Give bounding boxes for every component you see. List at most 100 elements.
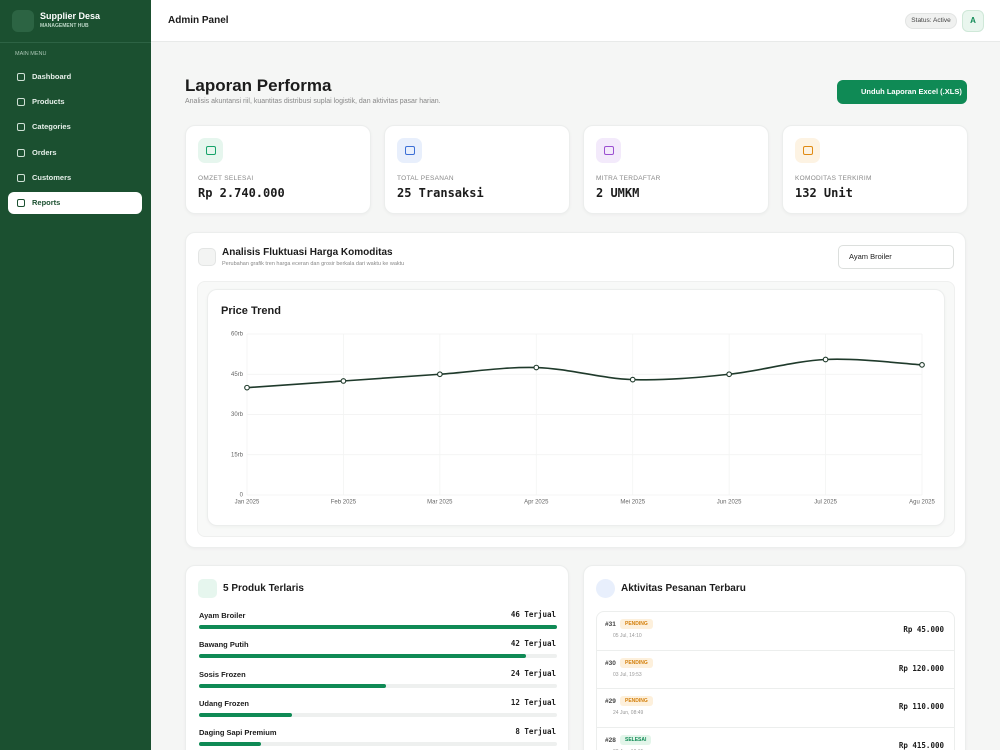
product-name: Daging Sapi Premium — [199, 728, 277, 738]
menu-icon — [17, 148, 25, 157]
y-tick-label: 0 — [240, 493, 244, 499]
menu-item[interactable]: Products — [8, 91, 142, 113]
stat-label: KOMODITAS TERKIRIM — [795, 175, 872, 182]
stat-value: Rp 2.740.000 — [198, 186, 285, 200]
x-tick-label: Mei 2025 — [620, 500, 645, 506]
stat-value: 25 Transaksi — [397, 186, 484, 200]
orders-card: Aktivitas Pesanan Terbaru #31 PENDING 05 J… — [583, 565, 966, 750]
menu-item[interactable]: Reports — [8, 192, 142, 214]
order-amount: Rp 110.000 — [898, 702, 944, 711]
menu-label: Customers — [32, 172, 72, 182]
x-tick-label: Jul 2025 — [814, 500, 837, 506]
progress-bar — [199, 712, 293, 717]
order-id: #31 — [605, 621, 616, 628]
order-date: 24 Jun, 08:49 — [613, 710, 644, 716]
data-point — [244, 384, 250, 391]
price-section: Analisis Fluktuasi Harga Komoditas Perub… — [185, 232, 966, 548]
progress-bar — [199, 654, 526, 659]
price-line — [246, 358, 923, 389]
order-id: #28 — [605, 736, 616, 744]
chart-card: Price Trend 0 15rb 30rb 45rb 60rb Jan 2025 Feb… — [207, 289, 945, 526]
menu-icon — [17, 173, 25, 182]
product-sold: 42 Terjual — [510, 639, 556, 649]
product-name: Bawang Putih — [199, 640, 249, 650]
stat-card: TOTAL PESANAN 25 Transaksi — [384, 125, 570, 214]
data-point — [919, 362, 925, 368]
section-subtitle: Perubahan grafik tren harga eceran dan g… — [222, 261, 405, 267]
order-status: PENDING — [620, 696, 653, 706]
page-title: Laporan Performa — [185, 76, 332, 95]
menu-label: Categories — [32, 122, 71, 132]
menu-item[interactable]: Customers — [8, 167, 142, 189]
product-sold: 12 Terjual — [510, 697, 556, 707]
header: Admin Panel Status: Active A — [151, 0, 1000, 42]
x-tick-label: Mar 2025 — [427, 500, 453, 506]
menu-item[interactable]: Dashboard — [8, 66, 142, 88]
menu-icon — [17, 73, 25, 81]
progress-track — [199, 654, 557, 659]
order-id: #30 — [605, 659, 616, 667]
brand: Supplier Desa — [40, 11, 101, 21]
x-tick-label: Feb 2025 — [331, 500, 357, 506]
data-point — [822, 356, 829, 363]
chart: 0 15rb 30rb 45rb 60rb Jan 2025 Feb 2025 Mar 202… — [231, 332, 936, 506]
data-point — [340, 378, 347, 384]
progress-track — [199, 742, 557, 747]
stat-card: OMZET SELESAI Rp 2.740.000 — [185, 125, 371, 214]
menu-label: Products — [32, 97, 65, 107]
stat-icon-glyph — [604, 146, 614, 155]
menu-label: Dashboard — [32, 72, 72, 81]
product-name: Ayam Broiler — [199, 611, 246, 620]
x-tick-label: Jan 2025 — [235, 500, 260, 506]
stat-icon — [397, 138, 422, 163]
stat-label: TOTAL PESANAN — [397, 175, 454, 182]
y-tick-label: 60rb — [231, 332, 244, 338]
menu-item[interactable]: Orders — [8, 142, 142, 164]
order-date: 05 Jul, 14:10 — [613, 633, 642, 639]
menu-item[interactable]: Categories — [8, 116, 142, 138]
export-button[interactable]: Unduh Laporan Excel (.XLS) — [837, 80, 967, 104]
section-icon — [596, 579, 615, 598]
section-title: Aktivitas Pesanan Terbaru — [621, 583, 746, 594]
order-status: PENDING — [620, 657, 653, 668]
section-title: Analisis Fluktuasi Harga Komoditas — [222, 247, 393, 258]
x-tick-label: Apr 2025 — [524, 500, 549, 506]
y-tick-label: 45rb — [231, 372, 244, 378]
logo — [12, 10, 34, 32]
order-date: 22 Jun, 10:15 — [613, 749, 643, 750]
product-name: Udang Frozen — [199, 698, 249, 708]
status-pill: Status: Active — [905, 13, 957, 29]
order-amount: Rp 45.000 — [903, 625, 944, 634]
data-point — [533, 364, 540, 371]
stat-icon — [198, 138, 223, 163]
avatar[interactable]: A — [962, 10, 984, 32]
section-label: MAIN MENU — [15, 51, 47, 57]
x-tick-label: Jun 2025 — [717, 500, 742, 506]
menu-label: Orders — [32, 147, 57, 157]
commodity-select[interactable]: Ayam Broiler — [838, 245, 954, 269]
stat-label: MITRA TERDAFTAR — [596, 175, 661, 182]
order-date: 03 Jul, 19:53 — [613, 671, 642, 678]
menu-icon — [17, 123, 25, 132]
data-point — [726, 371, 732, 378]
data-point — [437, 371, 443, 378]
product-name: Sosis Frozen — [199, 669, 246, 679]
page-subtitle: Analisis akuntansi riil, kuantitas distr… — [185, 98, 441, 105]
stat-icon — [795, 138, 820, 163]
product-sold: 46 Terjual — [510, 610, 556, 619]
stat-card: MITRA TERDAFTAR 2 UMKM — [583, 125, 769, 214]
menu-label: Reports — [32, 198, 61, 207]
order-id: #29 — [605, 698, 616, 705]
stat-icon-glyph — [405, 146, 415, 155]
row-divider — [597, 688, 954, 689]
x-tick-label: Agu 2025 — [909, 500, 935, 506]
progress-bar — [199, 625, 557, 629]
section-icon — [198, 248, 216, 266]
stat-icon-glyph — [803, 146, 813, 155]
progress-track — [199, 625, 557, 629]
divider — [0, 42, 151, 43]
header-title: Admin Panel — [168, 15, 229, 26]
stat-icon — [596, 138, 621, 163]
y-tick-label: 30rb — [231, 412, 244, 418]
